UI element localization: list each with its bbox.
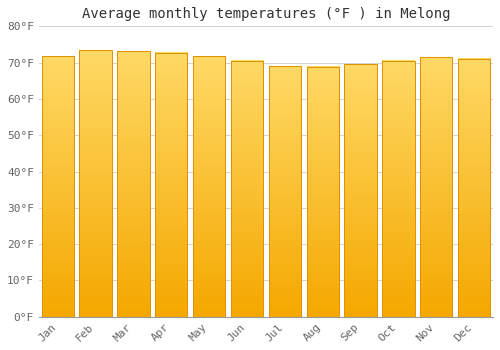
Bar	[382, 61, 414, 317]
Bar	[269, 66, 301, 317]
Bar	[80, 50, 112, 317]
Bar	[42, 56, 74, 317]
Bar	[306, 66, 339, 317]
Bar	[458, 58, 490, 317]
Bar	[118, 51, 150, 317]
Bar	[193, 56, 225, 317]
Bar	[344, 64, 376, 317]
Bar	[231, 61, 263, 317]
Bar	[420, 57, 452, 317]
Title: Average monthly temperatures (°F ) in Melong: Average monthly temperatures (°F ) in Me…	[82, 7, 450, 21]
Bar	[155, 53, 188, 317]
